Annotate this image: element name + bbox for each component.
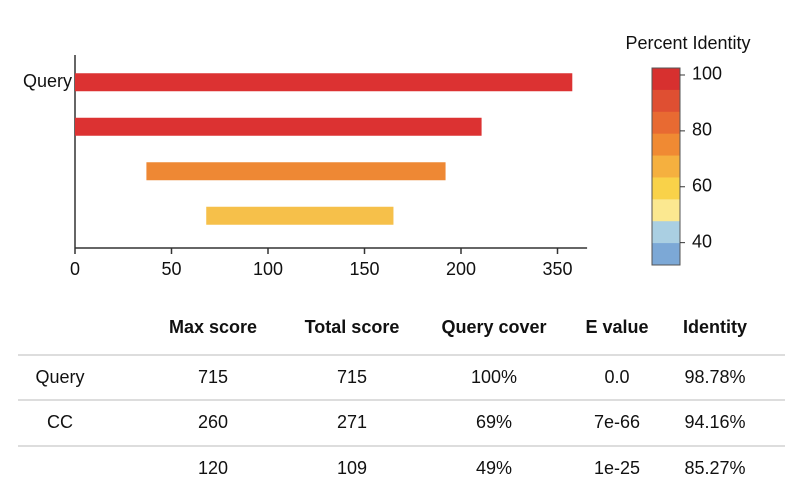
colorbar-segment <box>652 243 680 266</box>
table-cell: 94.16% <box>684 412 745 432</box>
table-header: Total score <box>305 317 400 337</box>
table-header: Identity <box>683 317 747 337</box>
table-cell: 260 <box>198 412 228 432</box>
colorbar-title: Percent Identity <box>625 33 750 53</box>
bar <box>146 162 446 181</box>
colorbar-segment <box>652 177 680 200</box>
table-header: Query cover <box>441 317 546 337</box>
table-header: Max score <box>169 317 257 337</box>
table-cell: 98.78% <box>684 367 745 387</box>
x-tick-label: 0 <box>70 259 80 279</box>
table-cell: 715 <box>198 367 228 387</box>
colorbar-segment <box>652 199 680 222</box>
bar <box>206 206 394 225</box>
x-tick-label: 200 <box>446 259 476 279</box>
table-cell: 120 <box>198 458 228 478</box>
bar <box>75 73 573 92</box>
table-cell: 85.27% <box>684 458 745 478</box>
table-cell: 49% <box>476 458 512 478</box>
table-header: E value <box>585 317 648 337</box>
colorbar-segment <box>652 68 680 91</box>
table-cell: 0.0 <box>604 367 629 387</box>
colorbar-tick-label: 100 <box>692 64 722 84</box>
x-tick-label: 50 <box>161 259 181 279</box>
colorbar-tick-label: 40 <box>692 231 712 251</box>
bar <box>75 117 482 136</box>
y-tick-label: Query <box>23 71 72 91</box>
table-cell: 7e-66 <box>594 412 640 432</box>
colorbar-segment <box>652 133 680 157</box>
colorbar-segment <box>652 89 680 113</box>
colorbar-segment <box>652 111 680 135</box>
table-cell: 100% <box>471 367 517 387</box>
table-cell: 69% <box>476 412 512 432</box>
colorbar-tick-label: 60 <box>692 176 712 196</box>
table-cell: CC <box>47 412 73 432</box>
colorbar-segment <box>652 155 680 178</box>
colorbar-frame <box>651 67 681 266</box>
colorbar-segment <box>652 221 680 244</box>
table-cell: 715 <box>337 367 367 387</box>
x-tick-label: 350 <box>542 259 572 279</box>
x-tick-label: 150 <box>349 259 379 279</box>
table-cell: 109 <box>337 458 367 478</box>
table-cell: 1e-25 <box>594 458 640 478</box>
x-tick-label: 100 <box>253 259 283 279</box>
colorbar-tick-label: 80 <box>692 120 712 140</box>
table-cell: 271 <box>337 412 367 432</box>
table-cell: Query <box>35 367 84 387</box>
